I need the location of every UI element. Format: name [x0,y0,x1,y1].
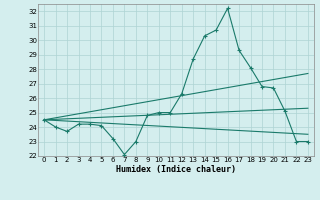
X-axis label: Humidex (Indice chaleur): Humidex (Indice chaleur) [116,165,236,174]
